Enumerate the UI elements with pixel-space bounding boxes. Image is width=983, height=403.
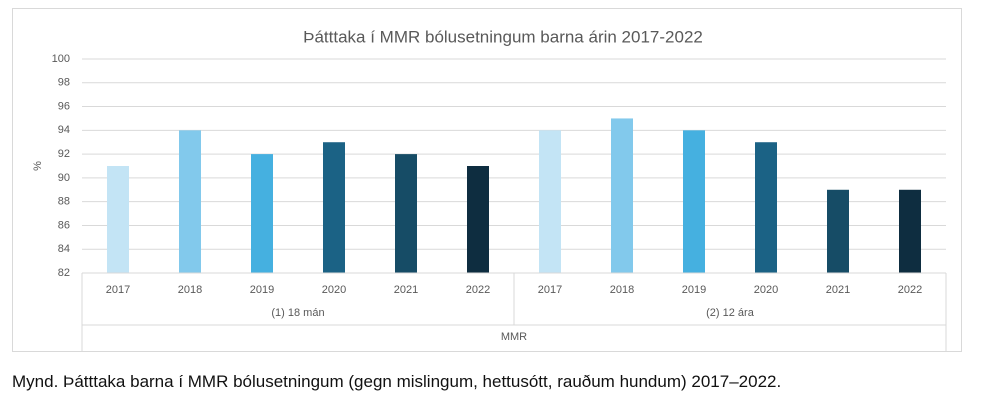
x-tick-label: 2018 [610,284,634,296]
y-tick-label: 86 [58,219,70,231]
x-tick-label: 2022 [898,284,922,296]
y-tick-label: 84 [58,243,70,255]
bar [683,130,705,273]
x-tick-label: 2017 [538,284,562,296]
y-tick-label: 96 [58,100,70,112]
bar [323,142,345,273]
group-label: (1) 18 mán [271,307,324,319]
caption: Mynd. Þátttaka barna í MMR bólusetningum… [12,372,782,391]
x-tick-label: 2020 [322,284,346,296]
bar [611,118,633,273]
bar [395,154,417,273]
group-label: (2) 12 ára [706,307,755,319]
bar [755,142,777,273]
y-tick-label: 90 [58,172,70,184]
x-tick-label: 2022 [466,284,490,296]
y-tick-label: 92 [58,148,70,160]
bar [179,130,201,273]
x-tick-label: 2021 [394,284,418,296]
chart-title: Þátttaka í MMR bólusetningum barna árin … [303,27,703,46]
outer-group-label: MMR [501,331,527,343]
bar [467,166,489,273]
bar [827,189,849,273]
x-tick-label: 2021 [826,284,850,296]
x-tick-label: 2019 [250,284,274,296]
y-axis-label: % [32,161,44,171]
y-tick-label: 98 [58,77,70,89]
x-tick-label: 2017 [106,284,130,296]
y-tick-label: 100 [52,53,70,65]
bar [899,189,921,273]
bar [539,130,561,273]
y-tick-label: 94 [58,124,70,136]
bar [107,166,129,273]
chart: Þátttaka í MMR bólusetningum barna árin … [12,8,962,352]
y-tick-label: 88 [58,196,70,208]
bar [251,154,273,273]
x-tick-label: 2020 [754,284,778,296]
y-tick-label: 82 [58,267,70,279]
x-tick-label: 2019 [682,284,706,296]
x-tick-label: 2018 [178,284,202,296]
